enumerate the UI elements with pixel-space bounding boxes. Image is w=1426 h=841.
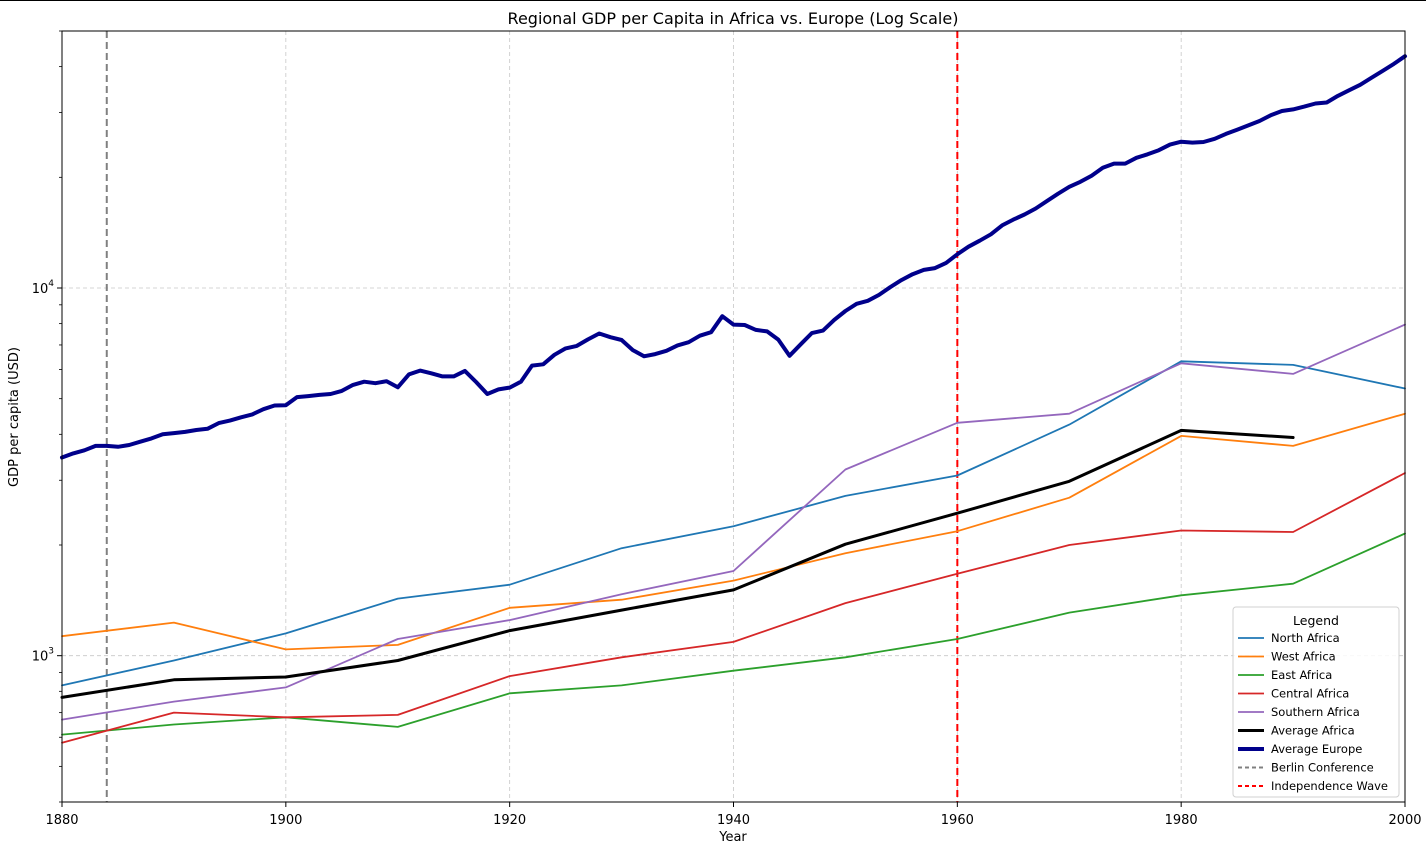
chart-title: Regional GDP per Capita in Africa vs. Eu… xyxy=(508,9,959,28)
y-axis-label: GDP per capita (USD) xyxy=(7,347,22,487)
axis-ticks: 1880 1900 1920 1940 1960 1980 2000 103 104 xyxy=(32,30,1422,828)
x-tick-label: 2000 xyxy=(1388,813,1421,828)
x-tick-label: 1960 xyxy=(941,813,974,828)
legend-box xyxy=(1232,606,1400,798)
series-line-west-africa xyxy=(61,412,1406,651)
legend-label: Central Africa xyxy=(1271,687,1349,701)
reference-lines xyxy=(105,31,959,802)
series-line-southern-africa xyxy=(61,323,1406,721)
legend-label: East Africa xyxy=(1271,668,1332,682)
series-lines xyxy=(60,54,1407,744)
legend-title: Legend xyxy=(1293,613,1339,628)
series-line-average-africa xyxy=(60,428,1295,699)
legend-label: North Africa xyxy=(1271,631,1340,645)
legend-label: Average Africa xyxy=(1271,724,1355,738)
legend-label: Berlin Conference xyxy=(1271,761,1374,775)
top-border xyxy=(0,0,1426,1)
series-line-central-africa xyxy=(61,472,1406,744)
y-tick-label: 103 xyxy=(32,647,54,665)
x-axis-label: Year xyxy=(718,830,747,841)
legend: Legend North Africa West Africa East Africa… xyxy=(1232,606,1400,798)
x-tick-label: 1880 xyxy=(45,813,78,828)
x-tick-label: 1920 xyxy=(493,813,526,828)
y-tick-label: 104 xyxy=(32,279,55,297)
legend-label: West Africa xyxy=(1271,650,1336,664)
legend-label: Southern Africa xyxy=(1271,705,1360,719)
x-tick-label: 1900 xyxy=(269,813,302,828)
x-tick-label: 1980 xyxy=(1165,813,1198,828)
series-line-north-africa xyxy=(61,360,1406,687)
legend-label: Average Europe xyxy=(1271,742,1362,756)
legend-label: Independence Wave xyxy=(1271,779,1388,793)
series-line-average-europe xyxy=(60,54,1407,460)
x-tick-label: 1940 xyxy=(717,813,750,828)
grid xyxy=(61,31,1406,802)
